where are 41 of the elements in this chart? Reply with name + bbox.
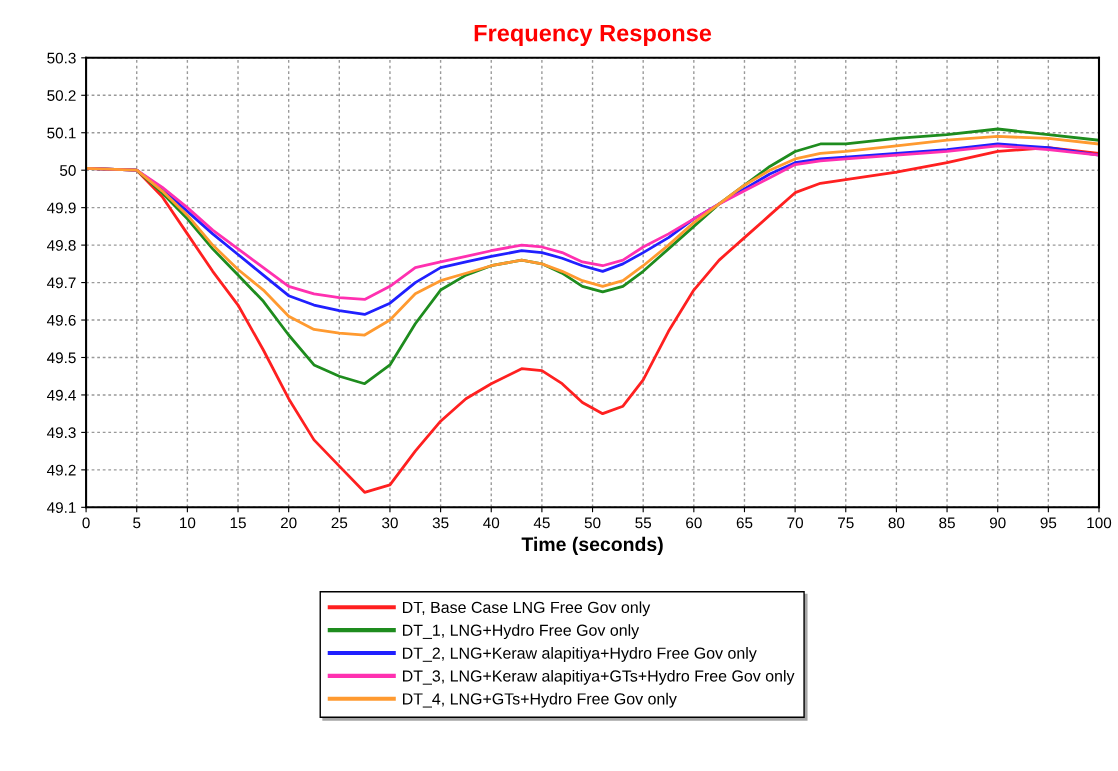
y-tick-label: 50.2 [47,90,76,101]
x-tick-label: 80 [888,517,905,529]
legend-label: DT_1, LNG+Hydro Free Gov only [403,624,640,640]
y-tick-label: 49.6 [46,314,76,326]
x-tick-label: 60 [686,517,702,529]
legend-label: DT_3, LNG+Keraw alapitiya+GTs+Hydro Free Gov only [403,669,795,685]
x-tick-label: 10 [180,517,196,529]
x-tick-label: 45 [533,517,550,529]
y-tick-label: 49.8 [46,239,76,251]
y-tick-label: 49.4 [46,389,76,401]
x-tick-label: 0 [82,517,90,529]
x-tick-label: 70 [787,517,804,529]
x-tick-label: 95 [1040,517,1057,529]
x-tick-label: 100 [1087,517,1112,529]
x-tick-label: 25 [331,517,348,529]
x-tick-label: 15 [230,517,246,529]
y-tick-label: 49.1 [46,502,76,513]
legend-label: DT_4, LNG+GTs+Hydro Free Gov only [403,692,677,708]
y-tick-label: 50.3 [47,52,76,64]
x-tick-label: 35 [432,517,449,529]
y-tick-label: 49.3 [46,427,76,439]
y-tick-label: 49.9 [46,202,76,214]
x-tick-label: 90 [989,517,1006,529]
chart-title: Frequency Response [474,24,712,47]
y-tick-label: 49.7 [46,277,76,289]
x-tick-label: 40 [483,517,500,529]
x-tick-label: 30 [382,517,398,529]
y-tick-label: 50 [59,165,76,176]
legend-label: DT_2, LNG+Keraw alapitiya+Hydro Free Gov only [403,647,757,662]
x-tick-label: 55 [635,517,652,529]
x-tick-label: 50 [584,517,601,529]
x-tick-label: 5 [133,517,141,529]
x-tick-label: 20 [280,517,297,529]
x-tick-label: 65 [736,517,753,529]
x-tick-label: 85 [939,517,955,529]
x-axis-title: Time (seconds) [521,536,663,555]
y-tick-label: 49.5 [46,352,76,364]
legend-label: DT, Base Case LNG Free Gov only [403,601,651,617]
y-tick-label: 50.1 [47,127,76,139]
y-tick-label: 49.2 [46,464,76,476]
x-tick-label: 75 [838,517,854,529]
